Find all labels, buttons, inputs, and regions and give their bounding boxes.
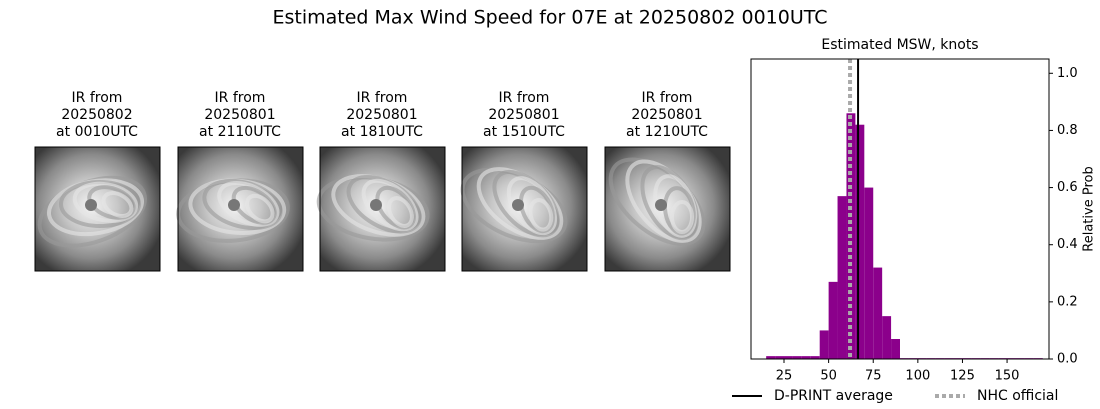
- panel-title: IR from: [642, 90, 693, 106]
- histogram-bar: [819, 330, 829, 359]
- panel-title: at 0010UTC: [56, 124, 138, 140]
- panel-title: at 2110UTC: [199, 124, 281, 140]
- y-tick-label: 1.0: [1057, 66, 1078, 81]
- histogram-bar: [810, 356, 820, 359]
- panel-title: 20250801: [631, 107, 702, 123]
- panel-title: 20250802: [61, 107, 132, 123]
- histogram-bar: [855, 124, 865, 359]
- image-frame: [461, 146, 588, 272]
- satellite-image: [462, 147, 587, 271]
- eye: [370, 199, 382, 211]
- x-tick-label: 125: [950, 369, 975, 384]
- panel-title: at 1510UTC: [483, 124, 565, 140]
- histogram-bar: [766, 356, 776, 359]
- cloud-band: [670, 200, 694, 234]
- x-tick-label: 75: [865, 369, 882, 384]
- histogram-bar: [882, 316, 892, 359]
- eye: [228, 199, 240, 211]
- histogram-bar: [837, 196, 847, 359]
- x-tick-label: 100: [905, 369, 930, 384]
- panel-title: 20250801: [488, 107, 559, 123]
- y-axis-label: Relative Prob: [1082, 166, 1097, 251]
- image-frame: [177, 146, 304, 272]
- x-tick-label: 25: [776, 369, 793, 384]
- panel-title: 20250801: [346, 107, 417, 123]
- cloud-band: [528, 198, 554, 232]
- histogram-bar: [784, 356, 793, 359]
- histogram-bar: [828, 281, 838, 359]
- histogram-bar: [864, 187, 874, 359]
- legend-label: D-PRINT average: [774, 388, 893, 404]
- panel-title: at 1210UTC: [626, 124, 708, 140]
- cloud-band: [245, 193, 275, 224]
- y-tick-label: 0.6: [1057, 180, 1078, 195]
- figure-title: Estimated Max Wind Speed for 07E at 2025…: [272, 7, 827, 29]
- cloud-band: [361, 178, 419, 232]
- histogram-bar: [775, 356, 785, 359]
- image-frame: [319, 146, 446, 272]
- y-tick-label: 0.4: [1057, 237, 1078, 252]
- panel-title: IR from: [72, 90, 123, 106]
- histogram-bar: [801, 356, 811, 359]
- panel-title: 20250801: [204, 107, 275, 123]
- cloud-band: [72, 181, 139, 223]
- histogram-bar: [891, 339, 900, 359]
- y-tick-label: 0.0: [1057, 352, 1078, 367]
- image-frame: [604, 146, 731, 272]
- image-frame: [34, 146, 161, 272]
- cloud-band: [217, 181, 280, 227]
- panel-title: at 1810UTC: [341, 124, 423, 140]
- histogram-bar: [792, 356, 802, 359]
- eye: [85, 199, 97, 211]
- panel-title: IR from: [357, 90, 408, 106]
- chart-title: Estimated MSW, knots: [821, 37, 978, 53]
- y-tick-label: 0.8: [1057, 123, 1078, 138]
- x-tick-label: 50: [820, 369, 837, 384]
- eye: [655, 199, 667, 211]
- eye: [512, 199, 524, 211]
- panel-title: IR from: [499, 90, 550, 106]
- histogram-bar: [873, 267, 883, 359]
- panel-title: IR from: [215, 90, 266, 106]
- x-tick-label: 150: [995, 369, 1020, 384]
- legend-label: NHC official: [977, 388, 1058, 404]
- cloud-band: [101, 191, 134, 218]
- cloud-band: [387, 196, 414, 228]
- plot-frame: [750, 58, 1050, 360]
- y-tick-label: 0.2: [1057, 294, 1078, 309]
